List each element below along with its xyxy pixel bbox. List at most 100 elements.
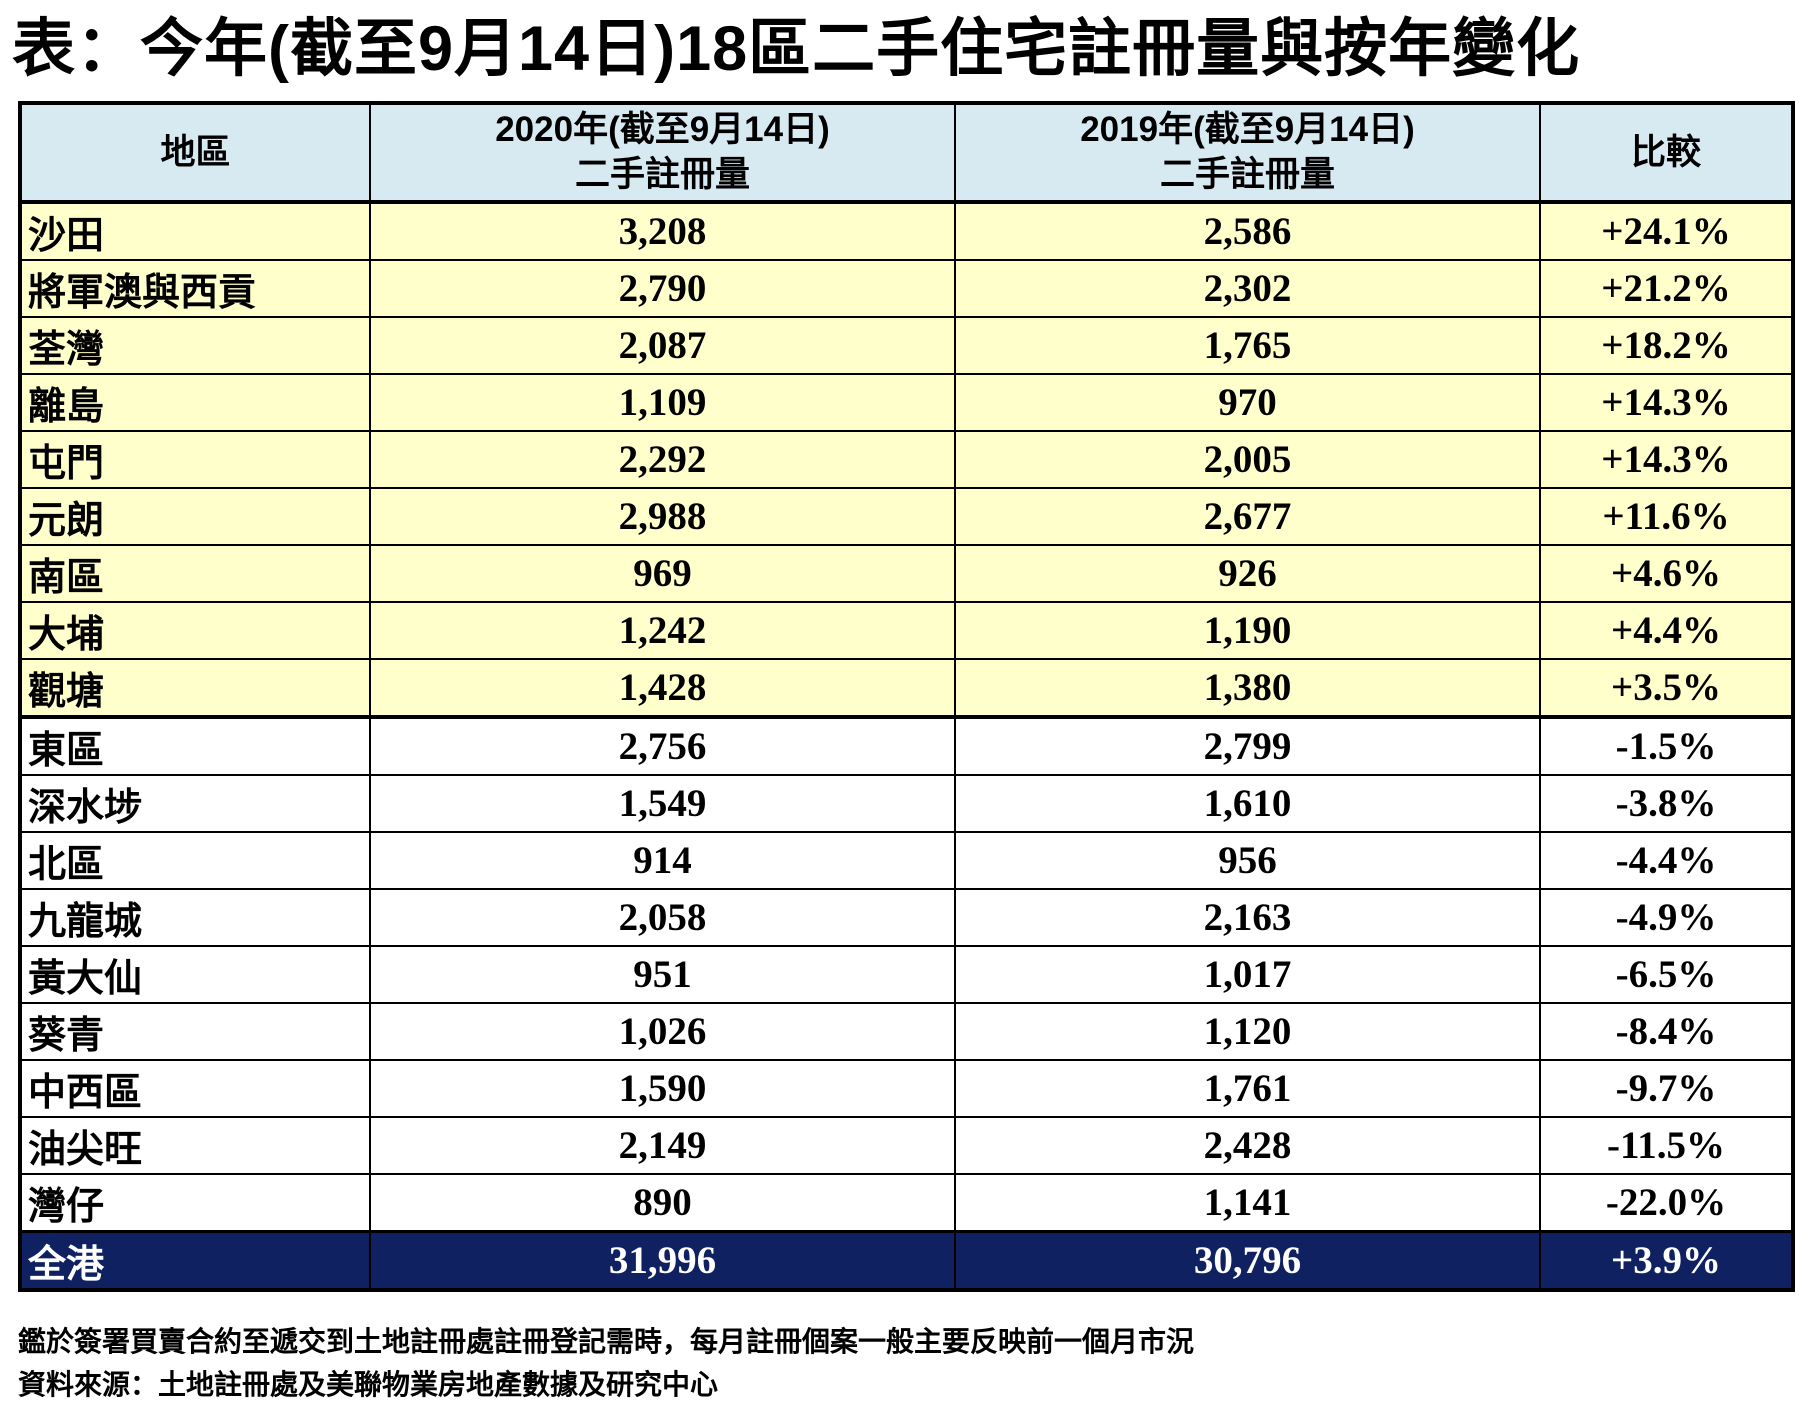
header-row: 地區 2020年(截至9月14日) 二手註冊量 2019年(截至9月14日) 二… [19,101,1794,204]
value-2019-cell: 956 [954,830,1541,890]
change-cell: +3.5% [1539,657,1794,719]
district-cell: 沙田 [19,200,371,261]
value-2019-cell: 1,765 [954,315,1541,375]
district-cell: 九龍城 [19,887,371,947]
change-cell: -8.4% [1539,1001,1794,1061]
header-2019-line2: 二手註冊量 [1159,155,1335,195]
table-row: 灣仔 890 1,141 -22.0% [19,1172,1794,1233]
change-cell: -22.0% [1539,1172,1794,1233]
table-row: 九龍城 2,058 2,163 -4.9% [19,887,1794,947]
footnote-source: 資料來源：土地註冊處及美聯物業房地產數據及研究中心 [18,1369,719,1401]
total-row: 全港 31,996 30,796 +3.9% [19,1229,1794,1291]
district-cell: 離島 [19,372,371,432]
header-2020-line1: 2020年(截至9月14日) [495,109,830,149]
value-2019-cell: 2,799 [954,715,1541,776]
district-cell: 荃灣 [19,315,371,375]
table-row: 大埔 1,242 1,190 +4.4% [19,600,1794,660]
header-district: 地區 [19,101,371,204]
registrations-table: 地區 2020年(截至9月14日) 二手註冊量 2019年(截至9月14日) 二… [18,100,1795,1292]
district-cell: 灣仔 [19,1172,371,1233]
table-row: 南區 969 926 +4.6% [19,543,1794,603]
change-cell: -6.5% [1539,944,1794,1004]
value-2020-cell: 3,208 [369,200,956,261]
district-cell: 葵青 [19,1001,371,1061]
value-2020-cell: 1,242 [369,600,956,660]
change-cell: +14.3% [1539,429,1794,489]
value-2020-cell: 2,149 [369,1115,956,1175]
value-2019-cell: 2,586 [954,200,1541,261]
header-2020-line2: 二手註冊量 [574,155,750,195]
district-cell: 全港 [19,1229,371,1291]
value-2020-cell: 2,087 [369,315,956,375]
change-cell: -9.7% [1539,1058,1794,1118]
header-2020: 2020年(截至9月14日) 二手註冊量 [369,101,956,204]
value-2019-cell: 1,380 [954,657,1541,719]
value-2019-cell: 1,141 [954,1172,1541,1233]
value-2019-cell: 1,120 [954,1001,1541,1061]
value-2019-cell: 2,302 [954,258,1541,318]
value-2019-cell: 2,428 [954,1115,1541,1175]
value-2020-cell: 31,996 [369,1229,956,1291]
district-cell: 南區 [19,543,371,603]
change-cell: +4.6% [1539,543,1794,603]
header-compare: 比較 [1539,101,1794,204]
district-cell: 觀塘 [19,657,371,719]
table-row: 中西區 1,590 1,761 -9.7% [19,1058,1794,1118]
page-title: 表：今年(截至9月14日)18區二手住宅註冊量與按年變化 [12,14,1581,84]
value-2020-cell: 2,058 [369,887,956,947]
change-cell: +18.2% [1539,315,1794,375]
table-row: 荃灣 2,087 1,765 +18.2% [19,315,1794,375]
header-2019: 2019年(截至9月14日) 二手註冊量 [954,101,1541,204]
district-cell: 元朗 [19,486,371,546]
footnote-timing: 鑑於簽署買賣合約至遞交到土地註冊處註冊登記需時，每月註冊個案一般主要反映前一個月… [18,1325,1195,1357]
header-district-label: 地區 [160,132,231,172]
value-2020-cell: 2,292 [369,429,956,489]
table-header: 地區 2020年(截至9月14日) 二手註冊量 2019年(截至9月14日) 二… [19,101,1794,204]
table-row: 葵青 1,026 1,120 -8.4% [19,1001,1794,1061]
change-cell: +14.3% [1539,372,1794,432]
table-row: 將軍澳與西貢 2,790 2,302 +21.2% [19,258,1794,318]
table-row: 觀塘 1,428 1,380 +3.5% [19,657,1794,719]
district-cell: 大埔 [19,600,371,660]
table-row: 北區 914 956 -4.4% [19,830,1794,890]
district-cell: 將軍澳與西貢 [19,258,371,318]
district-cell: 深水埗 [19,773,371,833]
value-2019-cell: 2,163 [954,887,1541,947]
change-cell: +24.1% [1539,200,1794,261]
district-cell: 中西區 [19,1058,371,1118]
table-row: 東區 2,756 2,799 -1.5% [19,715,1794,776]
value-2019-cell: 1,190 [954,600,1541,660]
value-2020-cell: 2,988 [369,486,956,546]
change-cell: -1.5% [1539,715,1794,776]
change-cell: +4.4% [1539,600,1794,660]
change-cell: -4.4% [1539,830,1794,890]
value-2020-cell: 1,590 [369,1058,956,1118]
change-cell: -11.5% [1539,1115,1794,1175]
value-2020-cell: 2,790 [369,258,956,318]
value-2020-cell: 969 [369,543,956,603]
value-2019-cell: 970 [954,372,1541,432]
value-2020-cell: 951 [369,944,956,1004]
value-2019-cell: 30,796 [954,1229,1541,1291]
value-2020-cell: 1,026 [369,1001,956,1061]
district-cell: 黃大仙 [19,944,371,1004]
value-2020-cell: 1,428 [369,657,956,719]
table-row: 深水埗 1,549 1,610 -3.8% [19,773,1794,833]
value-2019-cell: 1,761 [954,1058,1541,1118]
change-cell: +11.6% [1539,486,1794,546]
footnotes: 鑑於簽署買賣合約至遞交到土地註冊處註冊登記需時，每月註冊個案一般主要反映前一個月… [18,1320,1809,1407]
value-2019-cell: 1,610 [954,773,1541,833]
value-2020-cell: 2,756 [369,715,956,776]
table-row: 元朗 2,988 2,677 +11.6% [19,486,1794,546]
value-2019-cell: 926 [954,543,1541,603]
value-2020-cell: 914 [369,830,956,890]
change-cell: -4.9% [1539,887,1794,947]
table-row: 離島 1,109 970 +14.3% [19,372,1794,432]
value-2020-cell: 890 [369,1172,956,1233]
value-2020-cell: 1,109 [369,372,956,432]
value-2019-cell: 2,005 [954,429,1541,489]
table-body: 沙田 3,208 2,586 +24.1% 將軍澳與西貢 2,790 2,302 +21.2%… [19,200,1794,1291]
table-row: 屯門 2,292 2,005 +14.3% [19,429,1794,489]
district-cell: 屯門 [19,429,371,489]
district-cell: 東區 [19,715,371,776]
